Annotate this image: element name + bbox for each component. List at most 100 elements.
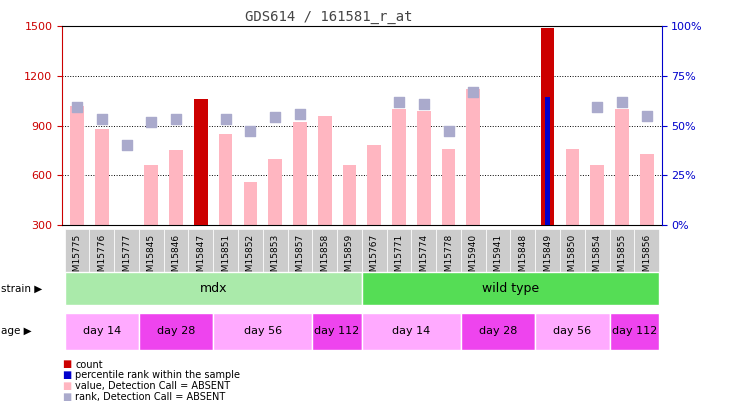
Text: ■: ■ <box>62 360 72 369</box>
Bar <box>442 149 455 225</box>
Bar <box>64 313 139 350</box>
Text: GSM15852: GSM15852 <box>246 234 255 283</box>
Text: GSM15845: GSM15845 <box>147 234 156 283</box>
Bar <box>436 229 461 292</box>
Text: GSM15777: GSM15777 <box>122 234 131 283</box>
Text: day 112: day 112 <box>612 326 657 336</box>
Point <box>269 114 281 121</box>
Text: GDS614 / 161581_r_at: GDS614 / 161581_r_at <box>245 10 413 24</box>
Bar <box>566 149 579 225</box>
Text: day 28: day 28 <box>157 326 195 336</box>
Bar <box>393 109 406 225</box>
Text: GSM15771: GSM15771 <box>395 234 404 283</box>
Bar <box>417 111 431 225</box>
Text: ■: ■ <box>62 392 72 402</box>
Bar <box>541 28 554 225</box>
Bar <box>362 229 387 292</box>
Bar <box>194 99 208 225</box>
Bar <box>95 129 109 225</box>
Text: GSM15854: GSM15854 <box>593 234 602 283</box>
Bar <box>343 165 356 225</box>
Text: GSM15846: GSM15846 <box>172 234 181 283</box>
Point <box>170 116 182 122</box>
Text: GSM15859: GSM15859 <box>345 234 354 283</box>
Text: GSM15775: GSM15775 <box>72 234 81 283</box>
Bar <box>213 313 312 350</box>
Bar <box>560 229 585 292</box>
Text: GSM15778: GSM15778 <box>444 234 453 283</box>
Bar <box>466 89 480 225</box>
Point <box>641 112 653 119</box>
Text: GSM15858: GSM15858 <box>320 234 329 283</box>
Bar <box>387 229 412 292</box>
Bar <box>139 229 164 292</box>
Bar <box>545 98 550 225</box>
Bar <box>510 229 535 292</box>
Bar <box>535 229 560 292</box>
Point <box>121 142 132 149</box>
Text: GSM15849: GSM15849 <box>543 234 552 283</box>
Bar <box>293 122 307 225</box>
Text: mdx: mdx <box>200 282 227 295</box>
Bar <box>591 165 604 225</box>
Bar <box>585 229 610 292</box>
Bar <box>64 229 89 292</box>
Bar <box>219 134 232 225</box>
Text: GSM15853: GSM15853 <box>270 234 280 283</box>
Text: GSM15848: GSM15848 <box>518 234 527 283</box>
Bar <box>145 165 158 225</box>
Point <box>71 104 83 111</box>
Text: GSM15847: GSM15847 <box>197 234 205 283</box>
Point <box>616 99 628 106</box>
Bar <box>64 272 362 305</box>
Bar <box>213 229 238 292</box>
Bar <box>635 229 659 292</box>
Bar <box>139 313 213 350</box>
Text: GSM15774: GSM15774 <box>420 234 428 283</box>
Bar <box>337 229 362 292</box>
Text: GSM15856: GSM15856 <box>643 234 651 283</box>
Text: day 56: day 56 <box>553 326 591 336</box>
Text: day 14: day 14 <box>83 326 121 336</box>
Bar <box>615 109 629 225</box>
Point <box>220 116 232 122</box>
Bar <box>368 145 381 225</box>
Bar <box>164 229 189 292</box>
Text: percentile rank within the sample: percentile rank within the sample <box>75 371 240 380</box>
Point <box>245 127 257 134</box>
Text: GSM15857: GSM15857 <box>295 234 304 283</box>
Bar <box>362 313 461 350</box>
Bar <box>89 229 114 292</box>
Text: wild type: wild type <box>482 282 539 295</box>
Text: value, Detection Call = ABSENT: value, Detection Call = ABSENT <box>75 382 230 391</box>
Point <box>393 99 405 106</box>
Text: GSM15850: GSM15850 <box>568 234 577 283</box>
Bar <box>243 182 257 225</box>
Bar <box>268 159 282 225</box>
Bar <box>70 106 84 225</box>
Text: day 28: day 28 <box>479 326 518 336</box>
Bar <box>170 150 183 225</box>
Point <box>418 101 430 107</box>
Point <box>443 127 455 134</box>
Text: day 14: day 14 <box>393 326 431 336</box>
Bar <box>312 313 362 350</box>
Bar <box>640 153 654 225</box>
Text: GSM15941: GSM15941 <box>493 234 503 283</box>
Bar <box>238 229 262 292</box>
Text: rank, Detection Call = ABSENT: rank, Detection Call = ABSENT <box>75 392 226 402</box>
Bar <box>114 229 139 292</box>
Bar <box>412 229 436 292</box>
Point <box>96 116 107 122</box>
Text: GSM15940: GSM15940 <box>469 234 478 283</box>
Text: GSM15851: GSM15851 <box>221 234 230 283</box>
Point <box>145 119 157 126</box>
Bar <box>485 229 510 292</box>
Bar <box>535 313 610 350</box>
Bar <box>461 313 535 350</box>
Bar <box>461 229 485 292</box>
Text: ■: ■ <box>62 371 72 380</box>
Bar <box>610 229 635 292</box>
Bar <box>610 313 659 350</box>
Bar <box>312 229 337 292</box>
